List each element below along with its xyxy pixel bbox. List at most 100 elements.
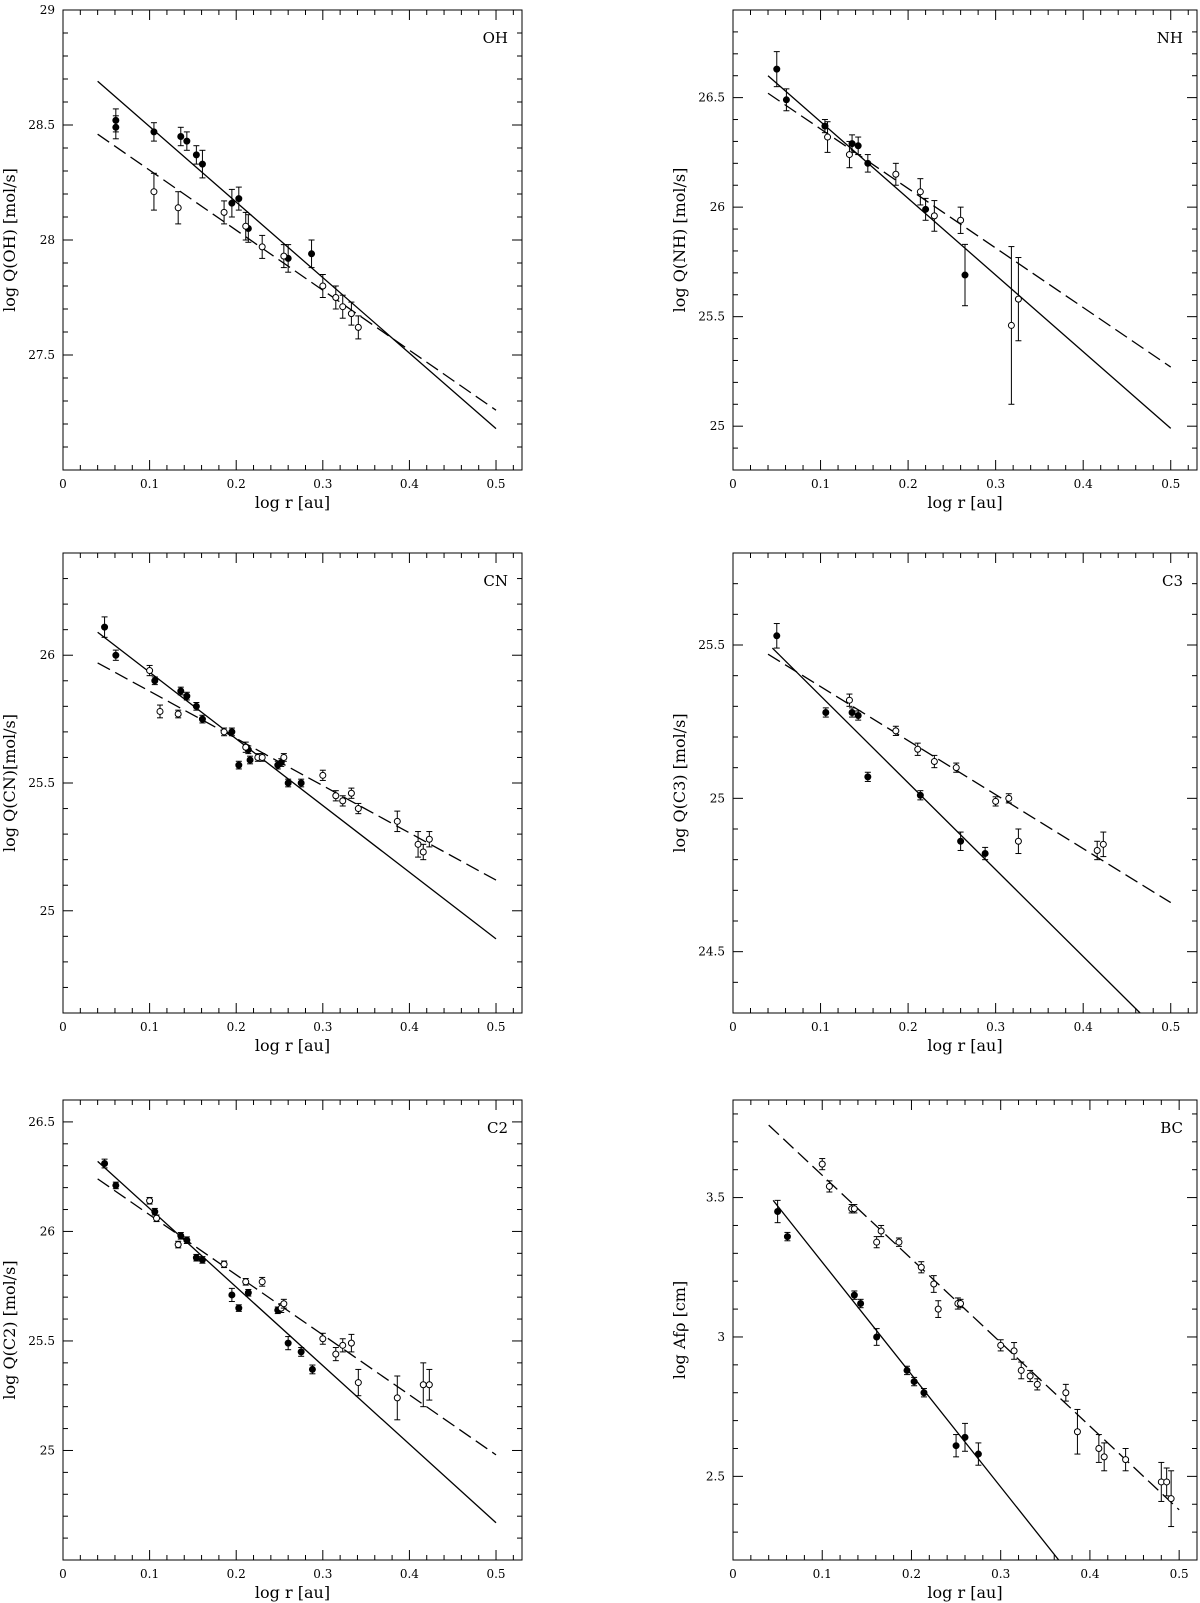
data-point — [425, 831, 433, 848]
x-axis-label: log r [au] — [255, 1036, 330, 1055]
filled-marker — [198, 715, 206, 723]
open-marker — [347, 310, 355, 318]
filled-marker — [183, 692, 191, 700]
data-point — [220, 727, 228, 737]
dashed-fit-line — [767, 92, 1172, 368]
open-marker — [1167, 1495, 1175, 1503]
open-marker — [877, 1227, 885, 1235]
open-marker — [393, 817, 401, 825]
data-point — [864, 771, 872, 782]
y-tick-label: 3.5 — [706, 1191, 725, 1205]
data-point — [319, 274, 327, 298]
data-point — [112, 649, 120, 661]
data-point — [112, 115, 120, 140]
filled-marker — [981, 850, 989, 858]
filled-marker — [151, 677, 159, 685]
x-tick-label: 0.2 — [227, 1567, 246, 1581]
x-tick-label: 0.1 — [140, 477, 159, 491]
open-marker — [1017, 1366, 1025, 1374]
data-point — [242, 1278, 250, 1286]
solid-fit-line — [771, 647, 1141, 1013]
filled-marker — [198, 160, 206, 168]
x-tick-label: 0.3 — [313, 1567, 332, 1581]
x-axis-label: log r [au] — [927, 1036, 1002, 1055]
filled-marker — [284, 1339, 292, 1347]
x-tick-label: 0.1 — [811, 1020, 830, 1034]
data-point — [1163, 1467, 1171, 1497]
solid-fit-line — [97, 631, 497, 940]
filled-marker — [192, 151, 200, 159]
data-point — [864, 154, 872, 173]
data-point — [782, 88, 790, 112]
open-marker — [332, 1350, 340, 1358]
data-point — [183, 1236, 191, 1244]
data-point — [1010, 1342, 1018, 1360]
open-marker — [280, 1300, 288, 1308]
data-point — [244, 1288, 252, 1297]
open-series — [150, 172, 362, 340]
open-marker — [339, 797, 347, 805]
x-tick-label: 0.4 — [1074, 477, 1093, 491]
y-tick-label: 26 — [40, 1224, 55, 1238]
y-axis-label: log Q(NH) [mol/s] — [670, 168, 689, 313]
open-marker — [1033, 1380, 1041, 1388]
open-marker — [917, 1263, 925, 1271]
open-marker — [156, 707, 164, 715]
data-point — [332, 285, 340, 310]
data-point — [774, 1199, 782, 1224]
open-marker — [952, 764, 960, 772]
data-point — [393, 1375, 401, 1421]
data-point — [319, 1332, 327, 1345]
data-point — [198, 714, 206, 724]
filled-marker — [228, 1291, 236, 1299]
y-tick-label: 25.5 — [698, 638, 725, 652]
panel-label: NH — [1157, 29, 1183, 47]
filled-marker — [112, 123, 120, 131]
x-tick-label: 0 — [59, 477, 67, 491]
data-point — [177, 686, 185, 696]
open-marker — [1095, 1444, 1103, 1452]
filled-marker — [774, 1208, 782, 1216]
data-point — [297, 778, 305, 788]
y-axis-label: log Afρ [cm] — [670, 1281, 689, 1379]
data-point — [235, 1304, 243, 1312]
open-marker — [1010, 1347, 1018, 1355]
open-series — [818, 1158, 1175, 1528]
panel-nh: 0 0.1 0.2 0.3 0.4 0.5 25 25.5 26 26.5 log r [au] lo… — [670, 9, 1198, 512]
filled-marker — [228, 199, 236, 207]
data-point — [280, 1298, 288, 1309]
x-axis-label: log r [au] — [255, 1583, 330, 1602]
data-point — [258, 753, 266, 762]
open-marker — [1062, 1389, 1070, 1397]
open-marker — [1014, 837, 1022, 845]
filled-marker — [961, 271, 969, 279]
data-point — [922, 197, 930, 221]
data-point — [934, 1300, 942, 1318]
data-point — [952, 1434, 960, 1458]
data-point — [284, 1336, 292, 1351]
filled-marker — [177, 133, 185, 140]
open-marker — [957, 216, 965, 224]
y-tick-label: 29 — [40, 3, 55, 17]
open-series — [824, 121, 1022, 405]
open-marker — [425, 835, 433, 843]
open-marker — [354, 323, 362, 331]
data-point — [308, 239, 316, 269]
data-point — [910, 1376, 918, 1387]
x-tick-label: 0.5 — [1161, 477, 1180, 491]
data-point — [235, 760, 243, 770]
data-point — [916, 178, 924, 206]
panel-label: BC — [1160, 1119, 1183, 1137]
data-point — [146, 664, 154, 677]
y-tick-label: 2.5 — [706, 1469, 725, 1483]
data-point — [877, 1224, 885, 1238]
filled-marker — [183, 1236, 191, 1244]
fit-lines — [767, 75, 1172, 429]
x-tick-label: 0.1 — [140, 1567, 159, 1581]
open-marker — [146, 1197, 154, 1205]
open-marker — [930, 212, 938, 220]
data-point — [1122, 1447, 1130, 1472]
x-tick-label: 0.3 — [991, 1567, 1010, 1581]
plot-frame — [62, 9, 523, 471]
data-point — [347, 787, 355, 799]
